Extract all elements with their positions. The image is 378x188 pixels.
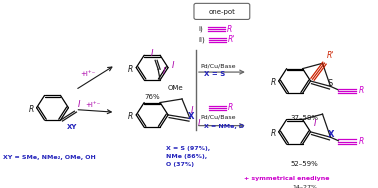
Text: 14–27%: 14–27% — [292, 184, 317, 188]
Text: +I⁺⁻: +I⁺⁻ — [86, 102, 101, 108]
Text: R': R' — [327, 51, 334, 60]
Text: OMe: OMe — [168, 86, 184, 92]
Text: R: R — [128, 65, 133, 74]
Text: XY = SMe, NMe₂, OMe, OH: XY = SMe, NMe₂, OMe, OH — [3, 155, 95, 160]
Text: X: X — [327, 130, 334, 139]
Text: R: R — [358, 86, 364, 95]
Text: XY: XY — [67, 124, 77, 130]
Text: O (37%): O (37%) — [166, 162, 194, 167]
Text: I: I — [150, 49, 153, 58]
Text: 76%: 76% — [144, 94, 160, 100]
Text: S: S — [327, 79, 333, 88]
FancyBboxPatch shape — [194, 3, 250, 19]
Text: X = S (97%),: X = S (97%), — [166, 146, 210, 151]
Text: I: I — [77, 99, 80, 108]
Text: one-pot: one-pot — [208, 9, 235, 15]
Text: R: R — [128, 112, 133, 121]
Text: I: I — [198, 119, 200, 128]
Text: I: I — [313, 119, 316, 128]
Text: + symmetrical enediyne: + symmetrical enediyne — [244, 177, 329, 181]
Text: ii): ii) — [198, 37, 205, 43]
Text: 37–58%: 37–58% — [291, 115, 319, 121]
Text: X: X — [188, 112, 195, 121]
Text: R: R — [227, 25, 232, 34]
Text: R: R — [270, 78, 276, 87]
Text: R: R — [228, 103, 233, 112]
Text: +I⁺⁻: +I⁺⁻ — [81, 71, 96, 77]
Text: Pd/Cu/Base: Pd/Cu/Base — [200, 114, 235, 119]
Text: R': R' — [228, 36, 235, 44]
Text: I: I — [191, 106, 194, 115]
Text: R: R — [270, 129, 276, 138]
Text: I: I — [172, 61, 175, 70]
Text: Pd/Cu/Base: Pd/Cu/Base — [200, 63, 235, 68]
Text: 52–59%: 52–59% — [291, 161, 318, 167]
Text: NMe (86%),: NMe (86%), — [166, 154, 207, 159]
Text: i): i) — [198, 26, 203, 33]
Text: X = NMe, O: X = NMe, O — [204, 124, 244, 129]
Text: I: I — [163, 67, 166, 76]
Text: X = S: X = S — [204, 71, 225, 77]
Text: R: R — [28, 105, 34, 114]
Text: R: R — [358, 137, 364, 146]
